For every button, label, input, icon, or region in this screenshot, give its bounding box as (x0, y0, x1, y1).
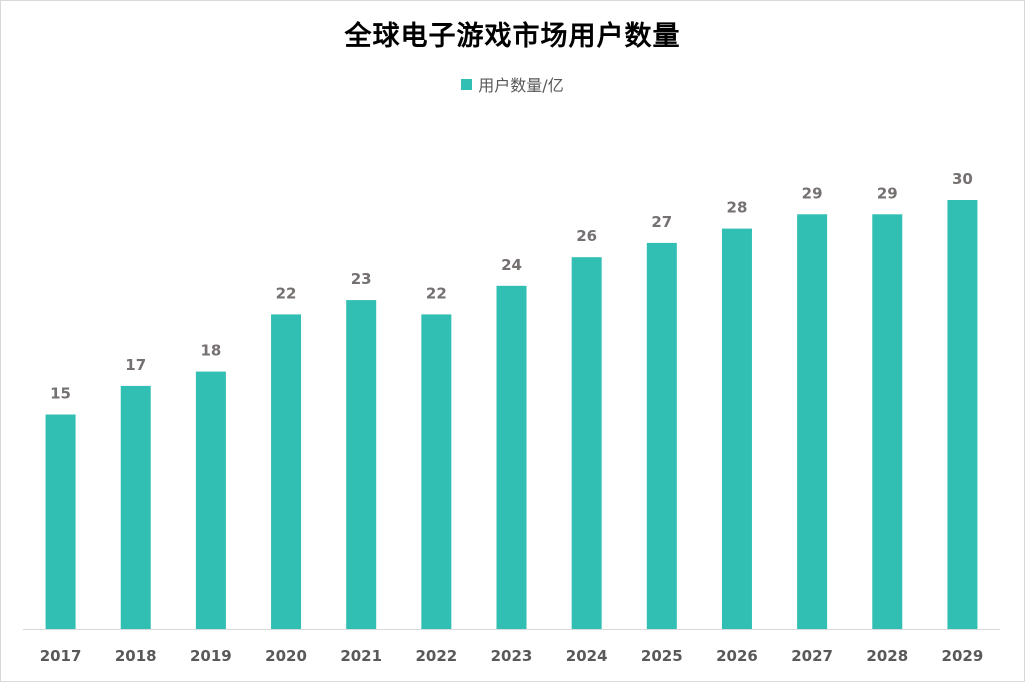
x-tick-label-2022: 2022 (415, 647, 457, 665)
data-label-2019: 18 (200, 342, 221, 360)
bar-2020 (271, 314, 302, 629)
bar-2026 (721, 228, 752, 629)
x-tick-label-2019: 2019 (190, 647, 232, 665)
x-tick-label-2029: 2029 (942, 647, 984, 665)
x-tick-label-2021: 2021 (340, 647, 382, 665)
data-label-2025: 27 (651, 213, 672, 231)
data-label-2021: 23 (351, 270, 372, 288)
x-tick-label-2017: 2017 (40, 647, 82, 665)
x-tick-label-2023: 2023 (491, 647, 533, 665)
x-tick-label-2026: 2026 (716, 647, 758, 665)
chart-legend: 用户数量/亿 (0, 72, 1025, 96)
data-label-2017: 15 (50, 385, 71, 403)
bar-2024 (571, 257, 602, 629)
x-tick-label-2018: 2018 (115, 647, 157, 665)
bar-2017 (45, 414, 76, 629)
x-tick-labels-group: 2017 2018 2019 2020 2021 2022 2023 2024 2025 2026… (40, 647, 984, 665)
data-label-2022: 22 (426, 284, 447, 302)
legend-swatch (461, 78, 473, 90)
data-label-2018: 17 (125, 356, 146, 374)
bar-2027 (797, 214, 828, 630)
bars-group (45, 200, 978, 630)
chart-title: 全球电子游戏市场用户数量 (344, 21, 681, 52)
data-label-2024: 26 (576, 227, 597, 245)
bar-2029 (947, 200, 978, 629)
bar-2025 (646, 242, 677, 629)
x-tick-label-2020: 2020 (265, 647, 307, 665)
data-label-2020: 22 (276, 284, 297, 302)
bar-2018 (120, 385, 151, 629)
bar-2028 (872, 214, 903, 630)
bar-2019 (195, 371, 226, 629)
data-label-2027: 29 (802, 184, 823, 202)
x-tick-label-2024: 2024 (566, 647, 608, 665)
data-label-2028: 29 (877, 184, 898, 202)
bar-2023 (496, 285, 527, 629)
x-tick-label-2027: 2027 (791, 647, 833, 665)
data-label-2029: 30 (952, 170, 973, 188)
data-labels-group: 15 17 18 22 23 22 24 26 27 28 29 29 30 (50, 170, 973, 403)
data-label-2023: 24 (501, 256, 522, 274)
legend-label: 用户数量/亿 (478, 76, 564, 95)
x-tick-label-2025: 2025 (641, 647, 683, 665)
data-label-2026: 28 (727, 199, 748, 217)
bar-2021 (346, 300, 377, 629)
bar-2022 (421, 314, 452, 629)
x-tick-label-2028: 2028 (866, 647, 908, 665)
